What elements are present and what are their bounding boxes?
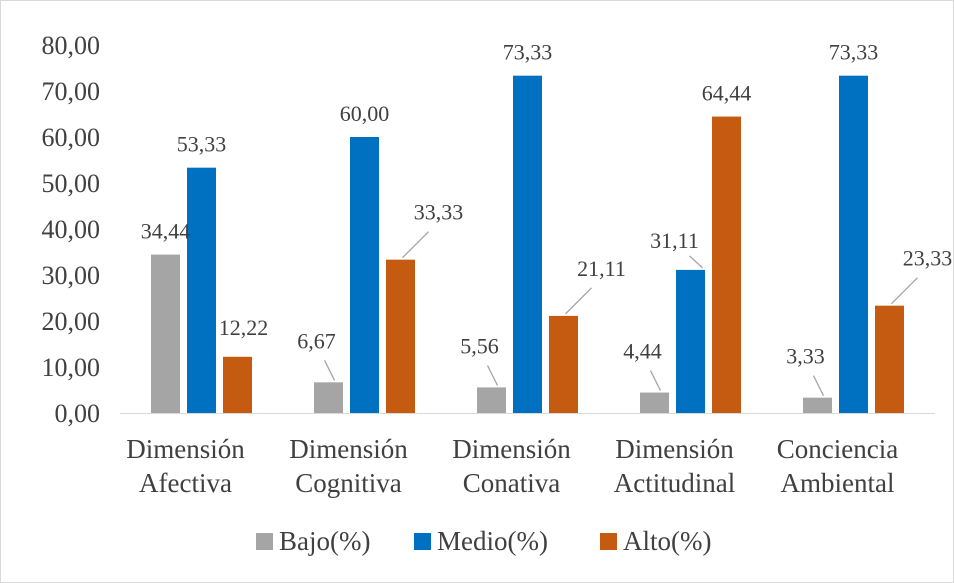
bar bbox=[386, 259, 415, 413]
leader-line bbox=[565, 287, 592, 315]
bar bbox=[187, 167, 216, 413]
data-label: 53,33 bbox=[177, 132, 227, 157]
x-tick-label-line: Cognitiva bbox=[295, 468, 402, 498]
x-tick-label: Dimensión Afectiva bbox=[126, 434, 245, 498]
bar bbox=[803, 397, 832, 413]
data-label: 64,44 bbox=[702, 81, 752, 106]
x-tick-label-line: Dimensión bbox=[615, 434, 734, 464]
leader-line bbox=[323, 360, 336, 381]
legend-swatch bbox=[414, 533, 431, 550]
bar bbox=[640, 392, 669, 413]
x-tick-label: Dimensión Conativa bbox=[452, 434, 571, 498]
legend: Bajo(%) Medio(%) Alto(%) bbox=[256, 526, 711, 556]
data-label: 21,11 bbox=[577, 256, 626, 281]
x-tick-label: Conciencia Ambiental bbox=[777, 434, 898, 498]
data-label: 34,44 bbox=[141, 219, 191, 244]
data-label: 23,33 bbox=[903, 246, 953, 271]
data-label: 73,33 bbox=[503, 40, 553, 65]
x-tick-label-line: Dimensión bbox=[452, 434, 571, 464]
y-tick-label: 30,00 bbox=[42, 261, 101, 290]
legend-item: Alto(%) bbox=[600, 526, 711, 556]
x-tick-label: Dimensión Actitudinal bbox=[614, 434, 735, 498]
data-label: 6,67 bbox=[297, 328, 336, 353]
data-label: 33,33 bbox=[414, 200, 464, 225]
data-label: 4,44 bbox=[623, 339, 662, 364]
legend-label: Bajo(%) bbox=[279, 526, 370, 556]
data-label: 31,11 bbox=[650, 228, 699, 253]
y-axis: 0,00 10,00 20,00 30,00 40,00 50,00 60,00 70,00 8… bbox=[42, 31, 935, 428]
data-label: 73,33 bbox=[829, 40, 879, 65]
leader-line bbox=[891, 277, 918, 305]
y-tick-label: 70,00 bbox=[42, 77, 101, 106]
data-label: 3,33 bbox=[786, 344, 825, 369]
y-tick-label: 40,00 bbox=[42, 215, 101, 244]
legend-item: Bajo(%) bbox=[256, 526, 370, 556]
bar bbox=[151, 254, 180, 413]
leader-line bbox=[649, 370, 662, 391]
y-tick-label: 10,00 bbox=[42, 353, 101, 382]
x-tick-label-line: Conativa bbox=[463, 468, 560, 498]
legend-swatch bbox=[256, 533, 273, 550]
bar bbox=[549, 315, 578, 413]
data-label: 5,56 bbox=[460, 333, 499, 358]
x-tick-label-line: Ambiental bbox=[781, 468, 895, 498]
leader-line bbox=[689, 255, 703, 269]
data-labels: 34,44 6,67 5,56 4,44 3,33 53,33 60,00 73,33 31,1… bbox=[141, 40, 953, 396]
y-tick-label: 20,00 bbox=[42, 307, 101, 336]
leader-line bbox=[402, 231, 429, 259]
y-tick-label: 50,00 bbox=[42, 169, 101, 198]
y-tick-label: 0,00 bbox=[55, 399, 101, 428]
bar bbox=[350, 137, 379, 413]
legend-label: Medio(%) bbox=[437, 526, 548, 556]
bar bbox=[223, 356, 252, 413]
legend-item: Medio(%) bbox=[414, 526, 548, 556]
bar bbox=[314, 382, 343, 413]
bar bbox=[477, 387, 506, 413]
bar bbox=[676, 269, 705, 413]
x-tick-label-line: Afectiva bbox=[139, 468, 232, 498]
leader-line bbox=[486, 365, 499, 386]
x-tick-label-line: Conciencia bbox=[777, 434, 898, 464]
x-tick-label-line: Dimensión bbox=[126, 434, 245, 464]
x-tick-label: Dimensión Cognitiva bbox=[289, 434, 408, 498]
legend-swatch bbox=[600, 533, 617, 550]
x-tick-label-line: Actitudinal bbox=[614, 468, 735, 498]
bar bbox=[712, 116, 741, 414]
y-tick-label: 80,00 bbox=[42, 31, 101, 60]
bar bbox=[875, 305, 904, 413]
data-label: 60,00 bbox=[340, 101, 390, 126]
y-tick-label: 60,00 bbox=[42, 123, 101, 152]
bar bbox=[839, 75, 868, 413]
legend-label: Alto(%) bbox=[623, 526, 711, 556]
leader-line bbox=[812, 375, 825, 396]
bars bbox=[151, 75, 904, 414]
bar bbox=[513, 75, 542, 413]
x-tick-label-line: Dimensión bbox=[289, 434, 408, 464]
data-label: 12,22 bbox=[219, 315, 269, 340]
